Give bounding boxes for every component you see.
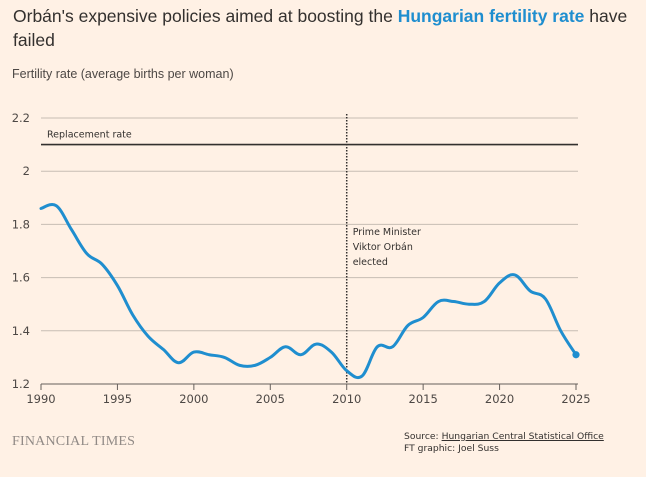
- title-prefix: Orbán's expensive policies aimed at boos…: [13, 6, 398, 26]
- replacement-rate-label: Replacement rate: [47, 130, 132, 141]
- election-annotation-text: Viktor Orbán: [353, 242, 413, 253]
- source-note: Source: Hungarian Central Statistical Of…: [404, 431, 604, 455]
- election-annotation-text: elected: [353, 257, 388, 268]
- x-tick-label: 2015: [409, 392, 438, 406]
- y-tick-label: 2.2: [12, 111, 30, 125]
- source-prefix: Source:: [404, 431, 442, 442]
- annotation-group: Prime Minister Viktor Orbán elected: [345, 114, 421, 384]
- x-tick-label: 1990: [26, 392, 55, 406]
- reference-line-group: Replacement rate: [41, 130, 578, 146]
- graphic-credit: FT graphic: Joel Suss: [404, 443, 499, 454]
- x-tick-label: 1995: [103, 392, 132, 406]
- chart-subtitle: Fertility rate (average births per woman…: [12, 67, 234, 81]
- y-tick-label: 1.6: [12, 271, 30, 285]
- ft-logo: FINANCIAL TIMES: [12, 434, 136, 449]
- x-tick-label: 2025: [561, 392, 590, 406]
- x-axis: 1990 1995 2000 2005 2010 2015 2020 2025: [26, 383, 591, 406]
- x-tick-label: 2005: [256, 392, 285, 406]
- end-point-marker: [572, 351, 580, 359]
- fertility-rate-line: [39, 203, 578, 380]
- y-tick-label: 2: [23, 164, 30, 178]
- chart-title: Orbán's expensive policies aimed at boos…: [13, 4, 633, 52]
- title-highlight: Hungarian fertility rate: [397, 6, 585, 26]
- gridlines: [41, 117, 578, 332]
- y-tick-label: 1.8: [12, 217, 30, 231]
- source-link[interactable]: Hungarian Central Statistical Office: [441, 431, 604, 442]
- x-tick-label: 2010: [332, 392, 361, 406]
- title-suffix: have failed: [13, 6, 628, 50]
- series-group: [39, 203, 580, 380]
- y-axis-ticks: 1.2 1.4 1.6 1.8 2 2.2: [12, 111, 30, 391]
- y-tick-label: 1.2: [12, 377, 30, 391]
- x-tick-label: 2000: [179, 392, 208, 406]
- election-annotation-text: Prime Minister: [353, 227, 421, 238]
- y-tick-label: 1.4: [12, 324, 30, 338]
- x-tick-label: 2020: [485, 392, 514, 406]
